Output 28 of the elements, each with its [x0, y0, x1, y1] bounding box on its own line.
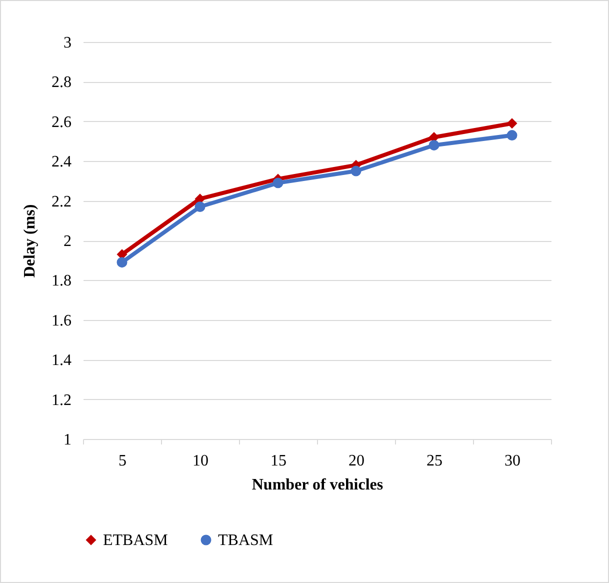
x-tick-label: 30: [504, 452, 520, 470]
legend-label: TBASM: [218, 532, 274, 549]
x-tick-label: 10: [192, 452, 208, 470]
y-tick-label: 1: [64, 432, 72, 448]
point: [428, 140, 440, 150]
point: [350, 166, 362, 176]
y-tick-label: 2.8: [52, 74, 72, 92]
x-axis-title: Number of vehicles: [252, 476, 384, 494]
legend-label: ETBASM: [103, 532, 168, 549]
y-tick-label: 1.2: [52, 392, 72, 409]
y-tick-label: 1.8: [52, 272, 72, 290]
x-tick-label: 15: [270, 452, 286, 470]
point: [506, 118, 518, 129]
y-tick-label: 2.6: [52, 114, 72, 131]
point: [116, 257, 128, 268]
y-tick-label: 1.4: [52, 352, 72, 370]
point: [194, 202, 206, 212]
y-axis-title: Delay (ms): [22, 204, 38, 278]
x-tick-label: 5: [118, 452, 126, 470]
point: [506, 130, 518, 141]
x-tick-label: 20: [348, 452, 364, 470]
y-tick-label: 2.4: [52, 154, 72, 171]
y-tick-label: 2: [64, 233, 72, 250]
point: [272, 178, 284, 188]
y-tick-label: 2.2: [52, 193, 72, 210]
y-tick-label: 3: [64, 34, 72, 52]
y-tick-label: 1.6: [52, 312, 72, 330]
x-tick-label: 25: [426, 452, 442, 470]
